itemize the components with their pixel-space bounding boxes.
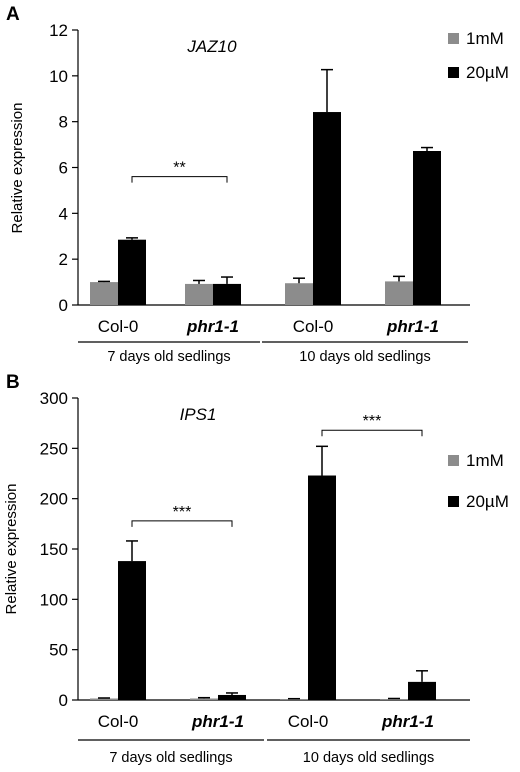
panel-a-y-tick-label: 8	[59, 113, 68, 132]
panel-b-y-tick-label: 0	[59, 691, 68, 710]
panel-a-gene-title: JAZ10	[186, 37, 237, 56]
panel-a-y-tick-label: 4	[59, 204, 68, 223]
panel-b-legend-label: 1mM	[466, 451, 504, 470]
panel-a-legend-swatch	[448, 67, 459, 78]
panel-b-category-label: Col-0	[98, 712, 139, 731]
panel-b-group-label: 7 days old sedlings	[109, 750, 232, 766]
panel-a-y-axis-label: Relative expression	[9, 103, 26, 234]
panel-a-category-label: Col-0	[98, 317, 139, 336]
panel-b-bar-1-0	[190, 698, 218, 700]
panel-b-significance-label: ***	[363, 413, 382, 430]
panel-b-y-tick-label: 250	[40, 439, 68, 458]
panel-b-y-tick-label: 200	[40, 490, 68, 509]
panel-a-significance-label: **	[173, 160, 185, 177]
panel-a-y-tick-label: 6	[59, 159, 68, 178]
panel-b-bar-0-1	[118, 561, 146, 700]
panel-a-y-tick-label: 12	[49, 21, 68, 40]
panel-b-category-label: phr1-1	[381, 712, 434, 731]
panel-a-bar-0-1	[118, 239, 146, 305]
panel-a-significance-bracket	[131, 176, 228, 183]
panel-b-significance-bracket	[321, 429, 423, 437]
panel-a-bar-3-1	[413, 151, 441, 305]
panel-b-y-axis-label: Relative expression	[3, 484, 20, 615]
panel-a-bar-0-0	[90, 282, 118, 305]
panel-a-y-tick-label: 0	[59, 296, 68, 315]
panel-b-bar-3-1	[408, 681, 436, 700]
panel-a-y-tick-label: 2	[59, 250, 68, 269]
panel-a: A JAZ10 Relative expression 0 2 4 6 8 10 12 Col-0 p…	[6, 4, 509, 365]
panel-b-significance-label: ***	[173, 504, 192, 521]
panel-a-group-label: 10 days old sedlings	[299, 349, 430, 365]
panel-a-legend-label: 1mM	[466, 29, 504, 48]
panel-b-category-label: phr1-1	[191, 712, 244, 731]
panel-a-legend-swatch	[448, 33, 459, 44]
panel-b-bar-1-1	[218, 694, 246, 700]
panel-b-legend-label: 20µM	[466, 492, 509, 511]
panel-b-y-tick-label: 300	[40, 389, 68, 408]
panel-a-bar-1-0	[185, 283, 213, 305]
panel-b-category-label: Col-0	[288, 712, 329, 731]
panel-a-legend-label: 20µM	[466, 63, 509, 82]
panel-a-bar-1-1	[213, 283, 241, 305]
panel-b-significance-bracket	[131, 520, 233, 527]
panel-a-group-label: 7 days old sedlings	[107, 349, 230, 365]
panel-a-bar-2-1	[313, 112, 341, 306]
panel-b-bar-2-0	[280, 698, 308, 700]
panel-b-bar-3-0	[380, 698, 408, 700]
panel-a-letter: A	[6, 4, 20, 25]
panel-a-bar-2-0	[285, 283, 313, 305]
panel-b: B IPS1 Relative expression 0 50 100 150 200 250 3…	[3, 372, 509, 766]
panel-a-category-label: phr1-1	[386, 317, 439, 336]
panel-b-y-tick-label: 150	[40, 540, 68, 559]
panel-b-bar-2-1	[308, 475, 336, 700]
panel-b-legend-swatch	[448, 496, 459, 507]
panel-b-bar-0-0	[90, 698, 118, 700]
panel-a-category-label: Col-0	[293, 317, 334, 336]
panel-b-legend-swatch	[448, 455, 459, 466]
panel-a-category-label: phr1-1	[186, 317, 239, 336]
panel-b-group-label: 10 days old sedlings	[303, 750, 434, 766]
panel-a-y-tick-label: 10	[49, 67, 68, 86]
panel-b-y-tick-label: 50	[49, 641, 68, 660]
panel-a-bar-3-0	[385, 281, 413, 305]
panel-b-letter: B	[6, 372, 20, 393]
panel-b-y-tick-label: 100	[40, 590, 68, 609]
panel-b-gene-title: IPS1	[180, 405, 217, 424]
